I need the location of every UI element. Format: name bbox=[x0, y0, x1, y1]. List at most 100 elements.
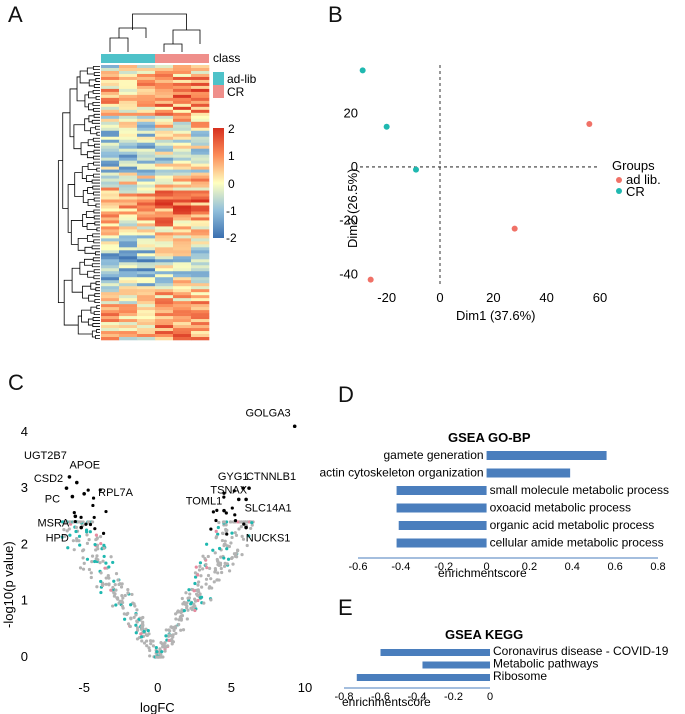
volcano-point bbox=[197, 590, 201, 594]
heatmap-cell bbox=[191, 253, 210, 257]
volcano-point bbox=[212, 580, 216, 584]
heatmap-cell bbox=[119, 196, 138, 200]
heatmap-cell bbox=[173, 103, 192, 108]
dendro-left-link bbox=[63, 279, 79, 326]
column-dendrogram bbox=[109, 13, 201, 52]
volcano-labeled-point bbox=[244, 497, 248, 502]
pca-y-tick: -40 bbox=[339, 266, 358, 281]
heatmap-cell bbox=[137, 313, 156, 317]
gsea-bar bbox=[380, 649, 490, 656]
heatmap-cell bbox=[101, 202, 120, 206]
heatmap-cell bbox=[155, 124, 174, 129]
dendro-left-link bbox=[87, 270, 95, 278]
volcano-point bbox=[216, 563, 220, 567]
heatmap-cell bbox=[191, 334, 210, 338]
volcano-point bbox=[126, 591, 130, 595]
heatmap-cell bbox=[137, 82, 156, 87]
heatmap-cell bbox=[137, 289, 156, 293]
heatmap-cell bbox=[119, 187, 138, 191]
heatmap-cell bbox=[101, 256, 120, 260]
heatmap-cell bbox=[119, 142, 138, 147]
heatmap-cell bbox=[101, 310, 120, 314]
heatmap-cell bbox=[119, 265, 138, 269]
volcano-point bbox=[82, 561, 86, 565]
dendro-left-link bbox=[93, 155, 100, 160]
heatmap-cell bbox=[137, 298, 156, 302]
heatmap-cell bbox=[119, 328, 138, 332]
heatmap-cell bbox=[101, 280, 120, 284]
dendro-left-link bbox=[92, 185, 100, 190]
heatmap-cell bbox=[173, 199, 192, 203]
heatmap-cell bbox=[101, 127, 120, 132]
heatmap-cell bbox=[191, 310, 210, 314]
volcano-point bbox=[211, 548, 215, 552]
dendro-left-link bbox=[94, 143, 100, 148]
volcano-point bbox=[85, 541, 90, 545]
heatmap-cell bbox=[155, 307, 174, 311]
pca-legend-title: Groups bbox=[612, 158, 655, 173]
volcano-point bbox=[181, 628, 186, 632]
heatmap-cell bbox=[101, 277, 120, 281]
dendro-left-link bbox=[93, 113, 100, 118]
heatmap-cell bbox=[137, 100, 156, 105]
heatmap-cell bbox=[173, 310, 192, 314]
dendro-left-link bbox=[93, 173, 100, 178]
heatmap-cell bbox=[155, 133, 174, 138]
heatmap-cell bbox=[137, 181, 156, 185]
heatmap-cell bbox=[155, 169, 174, 173]
kegg-title: GSEA KEGG bbox=[445, 627, 523, 642]
volcano-point bbox=[159, 652, 163, 656]
heatmap-cell bbox=[173, 289, 192, 293]
heatmap-cell bbox=[155, 253, 174, 257]
heatmap-cell bbox=[119, 322, 138, 326]
dendro-left-link bbox=[88, 91, 97, 99]
heatmap-cell bbox=[101, 151, 120, 155]
volcano-gene-label: TSNAX bbox=[210, 484, 247, 496]
heatmap-cell bbox=[119, 253, 138, 257]
volcano-gene-label: PC bbox=[45, 494, 60, 506]
volcano-point bbox=[209, 577, 213, 581]
dendro-left-link bbox=[86, 151, 94, 159]
heatmap-cell bbox=[101, 124, 120, 129]
heatmap-cell bbox=[137, 76, 156, 81]
heatmap-cell bbox=[119, 109, 138, 114]
volcano-point bbox=[174, 612, 178, 616]
volcano-point bbox=[170, 642, 174, 646]
heatmap-cell bbox=[191, 259, 210, 263]
volcano-significant-point bbox=[242, 522, 246, 526]
heatmap-cell bbox=[155, 181, 174, 185]
heatmap-cell bbox=[119, 151, 138, 155]
heatmap-cell bbox=[191, 178, 210, 182]
gsea-kegg-chart: GSEA KEGG Coronavirus disease - COVID-19… bbox=[335, 627, 669, 709]
volcano-point bbox=[148, 654, 152, 658]
heatmap-cell bbox=[101, 214, 120, 218]
dendro-left-link bbox=[92, 257, 100, 262]
volcano-point bbox=[94, 533, 99, 537]
gsea-bar bbox=[396, 538, 487, 548]
heatmap-cell bbox=[101, 259, 120, 263]
volcano-point bbox=[87, 567, 92, 572]
volcano-point bbox=[142, 641, 147, 645]
heatmap-cell bbox=[119, 115, 138, 120]
gobp-axis: -0.6 -0.4 -0.2 0 0.2 0.4 0.6 0.8 bbox=[349, 557, 666, 573]
volcano-significant-point bbox=[101, 531, 106, 535]
heatmap-cell bbox=[137, 244, 156, 248]
volcano-significant-point bbox=[91, 503, 95, 508]
volcano-point bbox=[76, 520, 81, 524]
volcano-point bbox=[149, 642, 153, 646]
heatmap-cell bbox=[155, 65, 174, 69]
heatmap-cell bbox=[101, 217, 120, 221]
heatmap-cell bbox=[191, 70, 210, 75]
heatmap-cell bbox=[173, 76, 192, 81]
heatmap-cell bbox=[173, 286, 192, 290]
volcano-point bbox=[241, 537, 246, 541]
heatmap-cell bbox=[191, 319, 210, 323]
heatmap-cell bbox=[173, 184, 192, 188]
heatmap-cell bbox=[173, 160, 192, 164]
heatmap-cell bbox=[119, 190, 138, 194]
dendro-left-link bbox=[92, 101, 100, 106]
heatmap-cell bbox=[137, 214, 156, 218]
volcano-labeled-point bbox=[67, 475, 72, 479]
heatmap-cell bbox=[155, 82, 174, 87]
heatmap-cell bbox=[191, 235, 210, 239]
